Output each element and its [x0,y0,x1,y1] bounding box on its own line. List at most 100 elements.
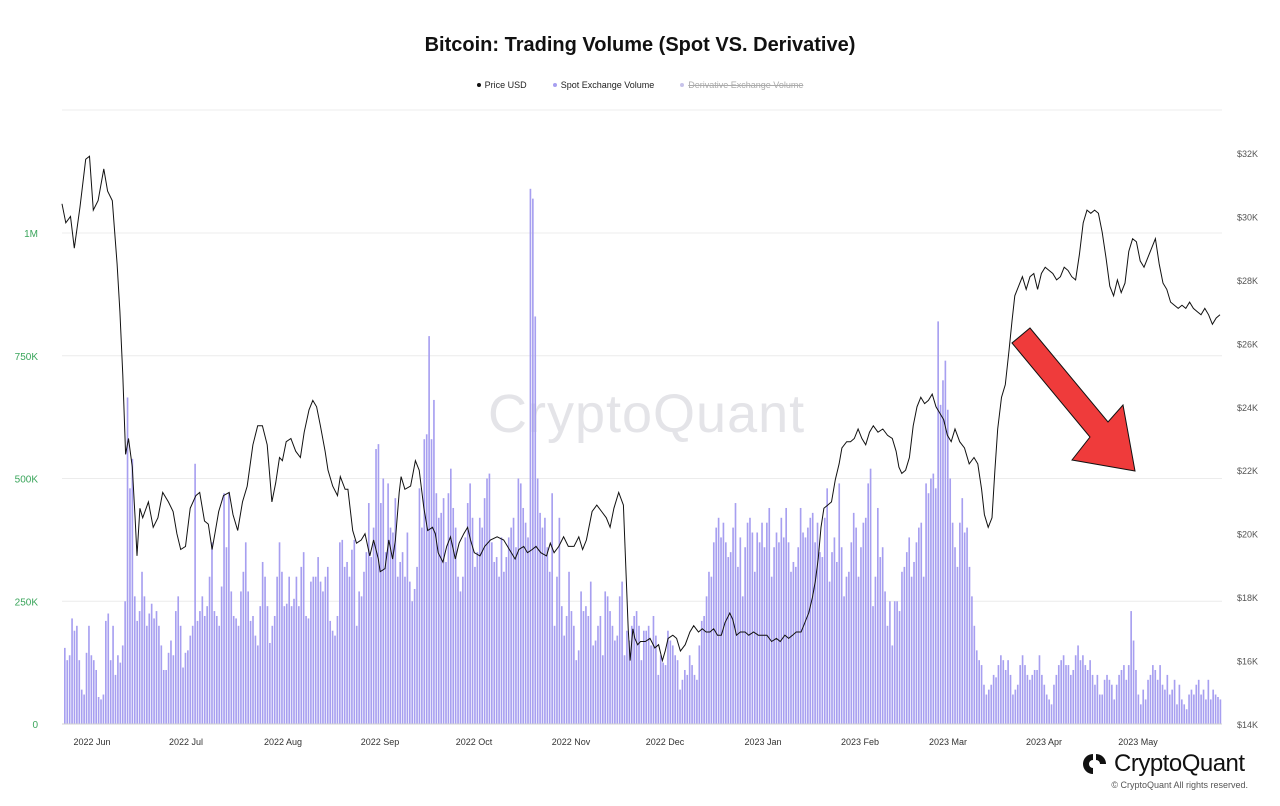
volume-bar [548,571,551,724]
volume-bar [614,640,616,724]
x-tick-label: 2022 Nov [552,737,591,747]
volume-bar [1077,645,1079,724]
volume-bar [1118,674,1120,724]
volume-bar [1096,674,1099,724]
volume-bar [404,576,406,724]
volume-bar [252,615,254,724]
volume-bar [1007,660,1009,724]
volume-bar [751,532,754,724]
volume-bar [1127,665,1130,724]
volume-bar [474,566,476,724]
volume-bar [688,655,691,724]
y-left-tick-label: 0 [32,720,38,731]
volume-bar [910,576,913,724]
spot-volume-bars [64,188,1222,725]
volume-bar [913,561,915,724]
volume-bar [300,566,303,724]
volume-bar [293,598,295,724]
chart-legend: Price USD Spot Exchange Volume Derivativ… [0,80,1280,90]
y-right-tick-label: $28K [1237,276,1258,286]
volume-bar [1173,679,1176,724]
legend-item-derivative-volume[interactable]: Derivative Exchange Volume [680,80,803,90]
volume-bar [1004,669,1007,724]
volume-bar [105,620,107,724]
volume-bar [285,603,288,724]
grid-lines [62,109,1222,602]
volume-bar [435,493,438,724]
volume-bar [148,613,151,724]
x-tick-label: 2023 Apr [1026,737,1062,747]
volume-bar [966,527,968,724]
y-right-tick-label: $26K [1237,339,1258,349]
volume-bar [1137,694,1140,724]
volume-bar [1070,674,1072,724]
volume-bar [71,618,73,724]
volume-bar [874,576,877,724]
volume-bar [886,625,889,724]
volume-bar [954,547,956,724]
volume-bar [573,625,575,724]
volume-bar [283,606,286,724]
y-right-tick-label: $18K [1237,593,1258,603]
volume-bar [384,552,387,724]
volume-bar [411,601,414,724]
volume-bar [136,620,139,724]
legend-item-spot-volume[interactable]: Spot Exchange Volume [552,80,654,90]
volume-bar [645,630,648,724]
volume-bar [753,571,756,724]
volume-bar [1217,697,1219,724]
volume-bar [1195,684,1198,724]
copyright-text: © CryptoQuant All rights reserved. [1111,780,1248,790]
volume-bar [124,601,126,724]
volume-bar [491,542,493,724]
volume-bar [1176,704,1178,724]
volume-bar [524,522,527,724]
volume-bar [240,591,242,724]
volume-bar [532,198,534,724]
volume-bar [744,547,746,724]
legend-item-price[interactable]: Price USD [476,80,527,90]
volume-bar [539,512,541,724]
volume-bar [117,655,119,724]
volume-bar [1009,674,1012,724]
volume-bar [416,566,418,724]
volume-bar [568,571,570,724]
volume-bar [447,493,450,724]
volume-bar [213,611,216,724]
volume-bar [816,522,819,724]
volume-bar [529,188,532,724]
volume-bar [618,596,621,724]
volume-bar [295,576,298,724]
volume-bar [609,611,611,724]
volume-bar [934,488,937,724]
volume-bar [341,539,344,725]
volume-bar [64,647,66,724]
volume-bar [978,660,980,724]
volume-bar [519,483,522,724]
y-left-tick-label: 500K [15,475,39,486]
volume-bar [1024,665,1026,724]
volume-bar [269,642,271,724]
volume-bar [1120,669,1123,724]
volume-bar [1103,679,1106,724]
volume-bar [476,552,479,724]
volume-bar [1086,669,1089,724]
volume-bar [792,561,795,724]
volume-bar [717,517,720,724]
volume-bar [1135,669,1137,724]
volume-bar [768,507,771,724]
volume-bar [298,606,300,724]
volume-bar [505,557,508,724]
volume-bar [437,517,440,724]
volume-bar [97,697,100,724]
volume-bar [536,478,539,724]
volume-bar [206,606,208,724]
volume-bar [951,522,954,724]
volume-bar [640,660,643,724]
volume-bar [1019,665,1021,724]
volume-bar [440,512,442,724]
volume-bar [131,458,134,724]
volume-bar [307,618,310,724]
volume-bar [703,615,705,724]
volume-bar [782,537,785,724]
